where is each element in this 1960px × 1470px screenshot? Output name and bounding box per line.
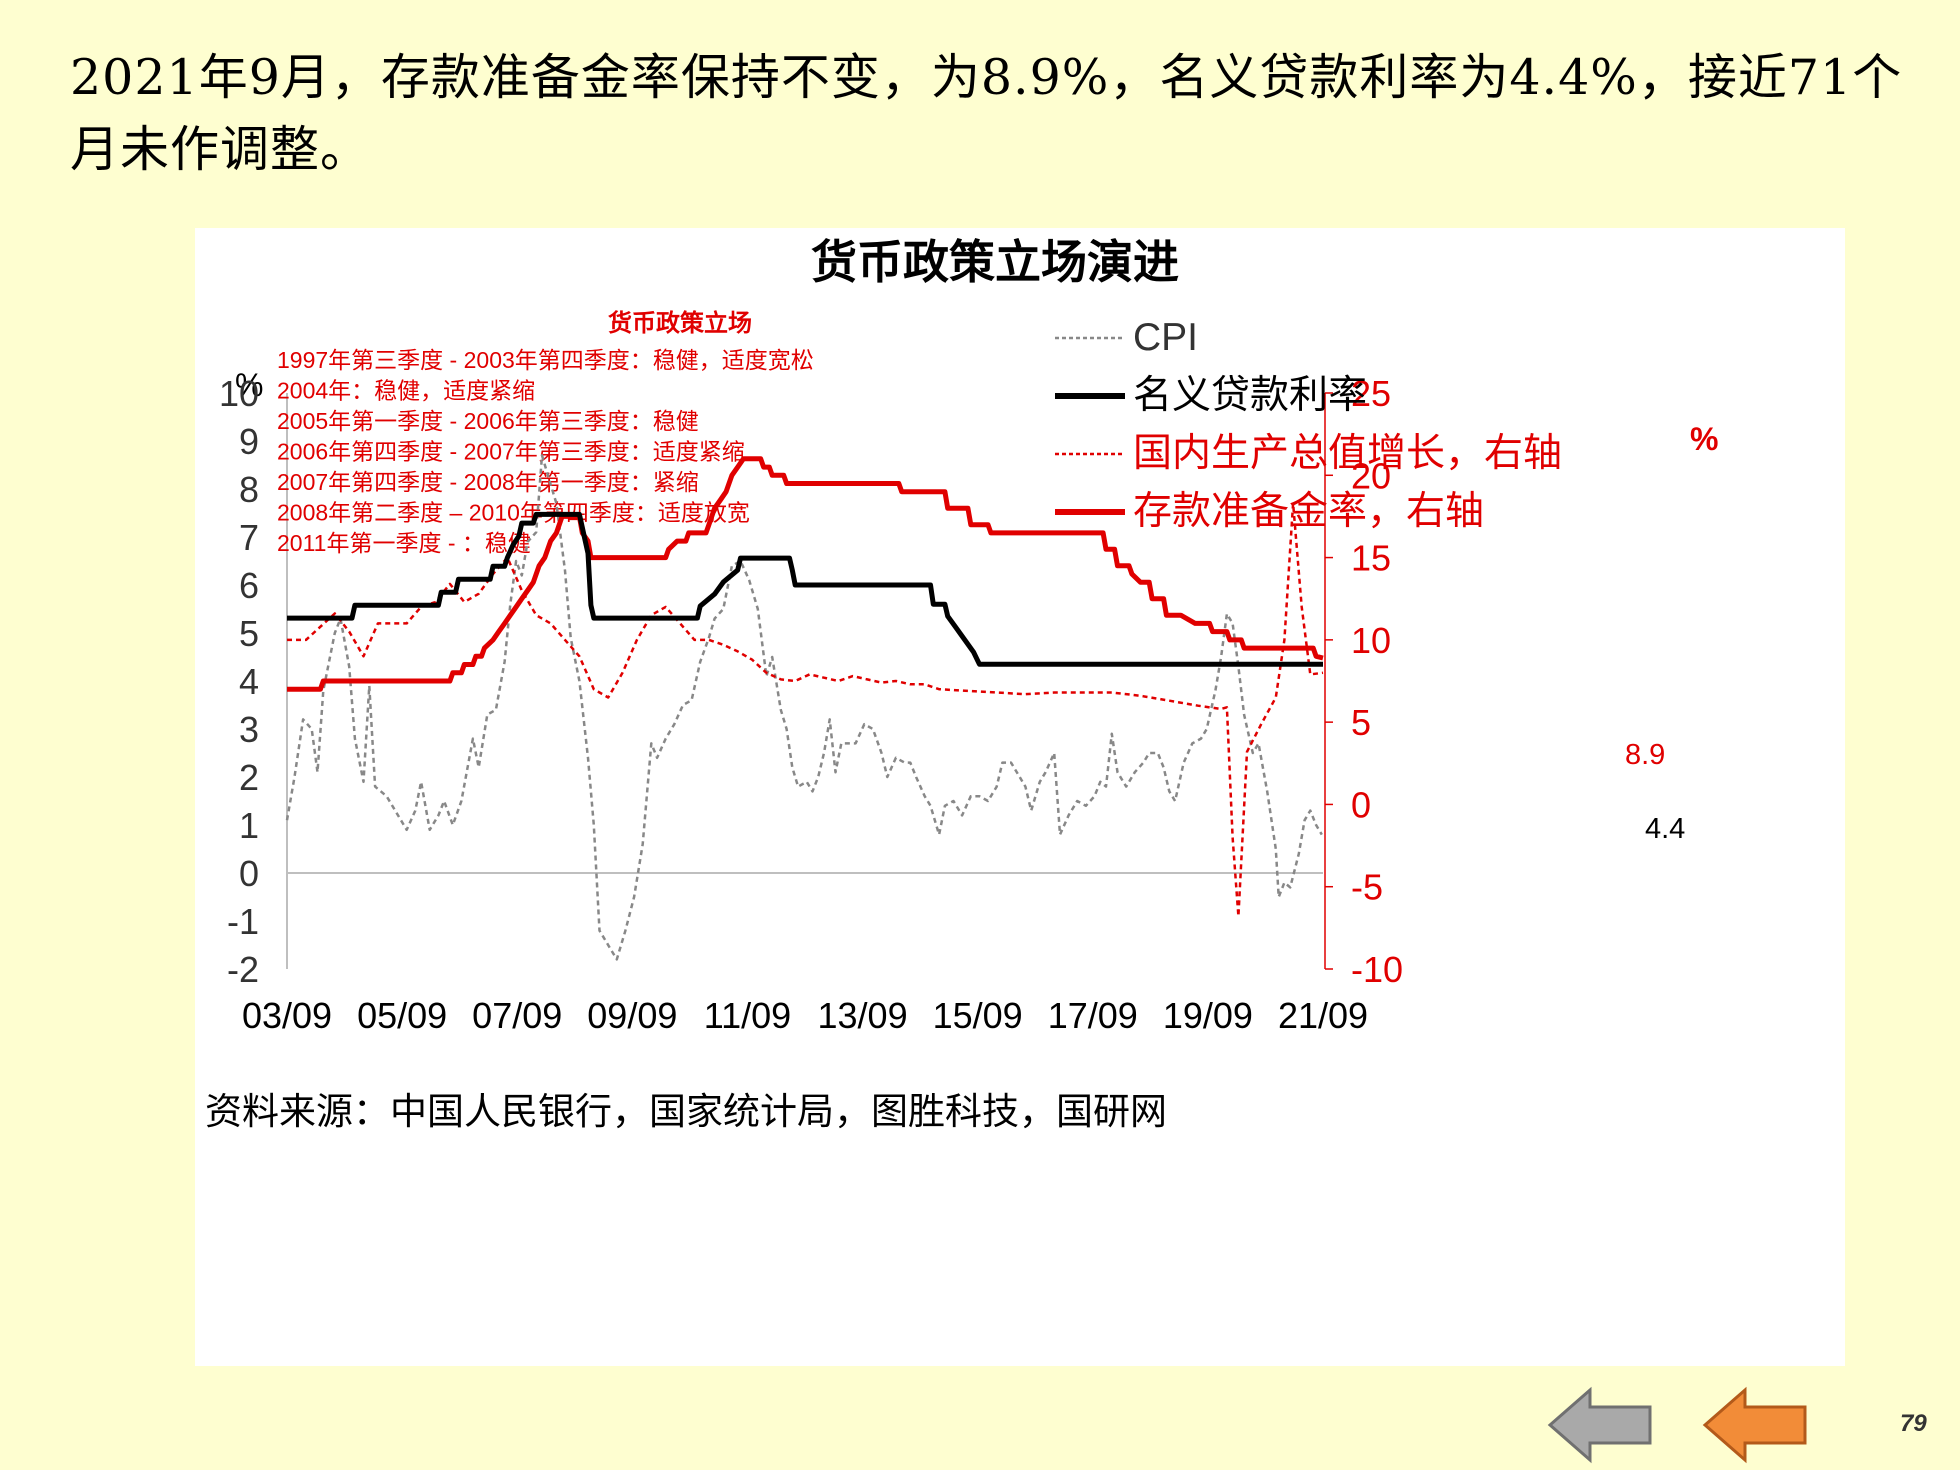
- right-tick-label: 25: [1351, 373, 1391, 414]
- left-tick-label: 7: [239, 517, 259, 558]
- left-tick-label: 8: [239, 469, 259, 510]
- series-loan-rate-line: [287, 511, 1323, 667]
- series-cpi-line: [285, 454, 1323, 961]
- x-tick-label: 15/09: [933, 995, 1023, 1036]
- left-tick-label: 10: [219, 373, 259, 414]
- x-tick-label: 21/09: [1278, 995, 1368, 1036]
- next-arrow-icon[interactable]: [1700, 1385, 1810, 1465]
- left-tick-label: -2: [227, 949, 259, 990]
- legend-reserve-ratio-label: 存款准备金率，右轴: [1133, 489, 1484, 534]
- right-tick-label: -5: [1351, 867, 1383, 908]
- right-axis-unit: %: [1690, 421, 1718, 457]
- left-tick-label: 6: [239, 565, 259, 606]
- right-tick-label: 20: [1351, 455, 1391, 496]
- x-tick-label: 17/09: [1048, 995, 1138, 1036]
- legend-gdp-label: 国内生产总值增长，右轴: [1133, 431, 1562, 476]
- annotation-line: 2007年第四季度 - 2008年第一季度：紧缩: [277, 469, 699, 495]
- x-tick-label: 11/09: [704, 995, 791, 1036]
- left-axis-unit: %: [235, 367, 263, 403]
- x-tick-label: 05/09: [357, 995, 447, 1036]
- data-label-loan-rate: 4.4: [1645, 813, 1685, 845]
- annotation-line: 2008年第二季度 – 2010年第四季度：适度放宽: [277, 500, 750, 526]
- left-tick-label: 3: [239, 709, 259, 750]
- data-label-reserve-ratio: 8.9: [1625, 739, 1665, 771]
- left-tick-label: 1: [239, 805, 259, 846]
- legend-cpi-label: CPI: [1133, 316, 1198, 359]
- left-tick-label: 2: [239, 757, 259, 798]
- right-tick-label: 0: [1351, 784, 1371, 825]
- annotation-line: 1997年第三季度 - 2003年第四季度：稳健，适度宽松: [277, 347, 814, 373]
- source-note: 资料来源：中国人民银行，国家统计局，图胜科技，国研网: [205, 1090, 1167, 1133]
- annotation-line: 2004年：稳健，适度紧缩: [277, 378, 535, 404]
- right-tick-label: 10: [1351, 620, 1391, 661]
- annotation-line: 2005年第一季度 - 2006年第三季度：稳健: [277, 408, 699, 434]
- prev-arrow-icon[interactable]: [1545, 1385, 1655, 1465]
- series-reserve-ratio-line: [287, 456, 1324, 692]
- right-tick-label: -10: [1351, 949, 1403, 990]
- annotation-list: 1997年第三季度 - 2003年第四季度：稳健，适度宽松 2004年：稳健，适度…: [277, 347, 814, 556]
- x-tick-label: 13/09: [818, 995, 908, 1036]
- x-tick-label: 03/09: [242, 995, 332, 1036]
- x-tick-label: 19/09: [1163, 995, 1253, 1036]
- left-tick-label: 0: [239, 853, 259, 894]
- left-tick-label: -1: [227, 901, 259, 942]
- series-layer: [285, 454, 1324, 961]
- annotation-title: 货币政策立场: [608, 309, 752, 337]
- chart-svg: 货币政策立场演进 货币政策立场 1997年第三季度 - 2003年第四季度：稳健…: [205, 236, 1718, 1133]
- annotation-line: 2011年第一季度 - ：稳健: [277, 530, 531, 556]
- right-axis-ticks: 25 20 15 10 5 0 -5 -10: [1325, 373, 1403, 990]
- x-axis-ticks: 03/09 05/09 07/09 09/09 11/09 13/09 15/09 17/09…: [242, 995, 1368, 1036]
- page-number: 79: [1900, 1410, 1927, 1437]
- x-tick-label: 09/09: [587, 995, 677, 1036]
- left-tick-label: 4: [239, 661, 259, 702]
- legend-loan-rate-label: 名义贷款利率: [1133, 373, 1367, 418]
- slide-heading: 2021年9月，存款准备金率保持不变，为8.9%，名义贷款利率为4.4%，接近7…: [70, 49, 1903, 178]
- right-tick-label: 5: [1351, 702, 1371, 743]
- series-gdp-line: [287, 502, 1324, 918]
- x-tick-label: 07/09: [472, 995, 562, 1036]
- annotation-line: 2006年第四季度 - 2007年第三季度：适度紧缩: [277, 439, 745, 465]
- left-tick-label: 5: [239, 613, 259, 654]
- chart-panel: 货币政策立场演进 货币政策立场 1997年第三季度 - 2003年第四季度：稳健…: [195, 228, 1845, 1366]
- chart-title: 货币政策立场演进: [811, 236, 1179, 288]
- left-tick-label: 9: [239, 421, 259, 462]
- right-tick-label: 15: [1351, 538, 1391, 579]
